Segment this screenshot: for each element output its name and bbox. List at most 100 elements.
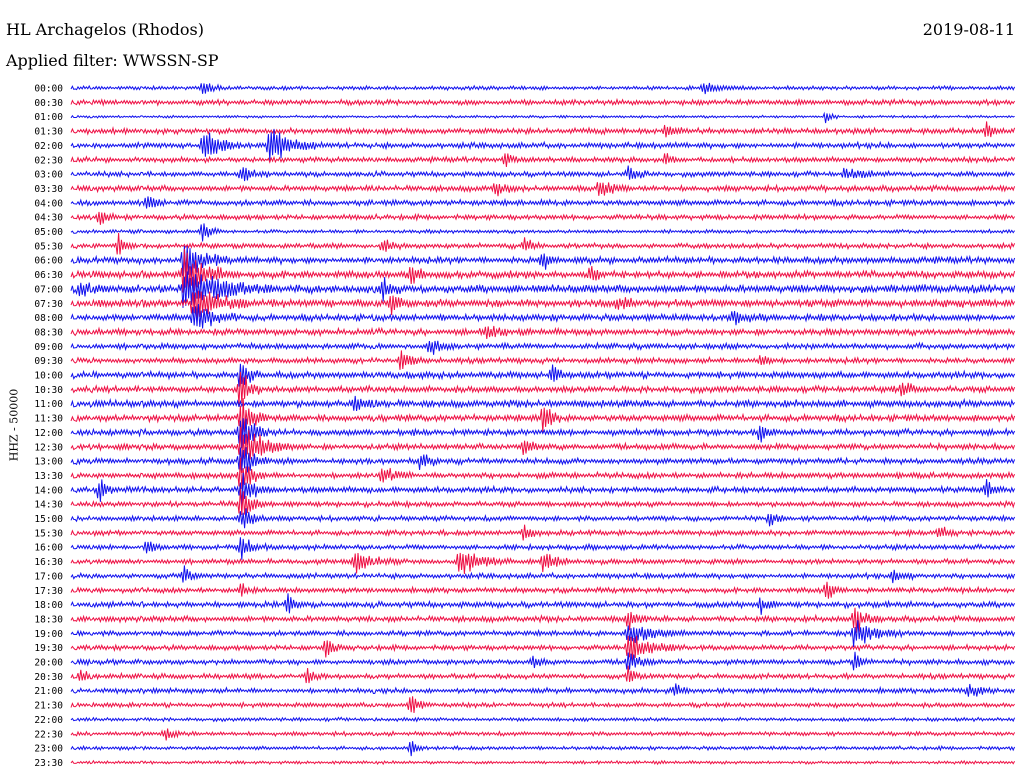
- trace-row: [70, 350, 1016, 370]
- trace-row: [70, 211, 1016, 225]
- trace-row: [70, 457, 1016, 490]
- row-time-label: 19:00: [34, 629, 63, 640]
- row-time-label: 11:00: [34, 399, 63, 410]
- row-time-label: 20:00: [34, 658, 63, 669]
- trace-row: [70, 245, 1016, 277]
- row-time-label: 22:00: [34, 715, 63, 726]
- row-time-label: 08:30: [34, 327, 63, 338]
- row-time-label: 21:00: [34, 686, 63, 697]
- row-time-label: 01:30: [34, 127, 63, 138]
- trace-row: [70, 683, 1016, 697]
- row-time-label: 14:00: [34, 485, 63, 496]
- date-label: 2019-08-11: [922, 20, 1015, 39]
- trace-row: [70, 665, 1016, 684]
- row-time-label: 03:30: [34, 184, 63, 195]
- trace-row: [70, 524, 1016, 541]
- trace-row: [70, 232, 1016, 255]
- row-time-label: 02:00: [34, 141, 63, 152]
- row-time-label: 04:30: [34, 213, 63, 224]
- trace-row: [70, 508, 1016, 529]
- trace-row: [70, 565, 1016, 584]
- trace-row: [70, 363, 1016, 387]
- trace-row: [70, 153, 1016, 168]
- trace-row: [70, 97, 1016, 107]
- row-time-label: 17:00: [34, 571, 63, 582]
- trace-row: [70, 325, 1016, 340]
- trace-row: [70, 447, 1016, 473]
- row-time-label: 09:30: [34, 356, 63, 367]
- trace-row: [70, 418, 1016, 449]
- row-time-label: 23:00: [34, 744, 63, 755]
- row-time-label: 16:30: [34, 557, 63, 568]
- row-time-label: 05:00: [34, 227, 63, 238]
- trace-row: [70, 427, 1016, 473]
- trace-row: [70, 196, 1016, 209]
- trace-row: [70, 340, 1016, 355]
- trace-row: [70, 371, 1016, 405]
- filter-label: Applied filter: WWSSN-SP: [6, 51, 219, 70]
- trace-row: [70, 121, 1016, 138]
- trace-row: [70, 651, 1016, 671]
- trace-row: [70, 607, 1016, 633]
- trace-row: [70, 716, 1016, 723]
- row-time-label: 18:00: [34, 600, 63, 611]
- row-time-label: 11:30: [34, 414, 63, 425]
- trace-row: [70, 759, 1016, 766]
- trace-row: [70, 248, 1016, 296]
- trace-row: [70, 223, 1016, 242]
- row-time-label: 10:00: [34, 371, 63, 382]
- trace-row: [70, 741, 1016, 757]
- row-time-label: 07:30: [34, 299, 63, 310]
- row-time-label: 06:00: [34, 256, 63, 267]
- row-time-label: 15:00: [34, 514, 63, 525]
- station-title: HL Archagelos (Rhodos): [6, 20, 204, 39]
- trace-row: [70, 620, 1016, 648]
- trace-row: [70, 472, 1016, 507]
- row-time-label: 00:30: [34, 98, 63, 109]
- trace-row: [70, 581, 1016, 599]
- trace-row: [70, 488, 1016, 516]
- row-time-label: 00:00: [34, 84, 63, 95]
- row-time-label: 03:00: [34, 170, 63, 181]
- trace-row: [70, 395, 1016, 411]
- row-time-label: 01:00: [34, 112, 63, 123]
- trace-row: [70, 182, 1016, 197]
- trace-row: [70, 165, 1015, 182]
- trace-row: [70, 303, 1016, 329]
- trace-row: [70, 128, 1016, 161]
- trace-row: [70, 537, 1016, 560]
- trace-row: [70, 696, 1016, 714]
- row-time-label: 04:00: [34, 198, 63, 209]
- row-time-label: 02:30: [34, 155, 63, 166]
- row-time-label: 13:30: [34, 471, 63, 482]
- row-time-label: 10:30: [34, 385, 63, 396]
- row-time-label: 14:30: [34, 500, 63, 511]
- row-time-label: 12:30: [34, 442, 63, 453]
- trace-row: [70, 111, 1015, 124]
- row-time-label: 20:30: [34, 672, 63, 683]
- trace-row: [70, 290, 1016, 320]
- trace-row: [70, 552, 1016, 575]
- row-time-label: 07:00: [34, 284, 63, 295]
- trace-row: [70, 271, 1016, 308]
- row-time-label: 06:30: [34, 270, 63, 281]
- row-time-label: 15:30: [34, 528, 63, 539]
- row-time-label: 08:00: [34, 313, 63, 324]
- row-time-label: 13:00: [34, 457, 63, 468]
- row-time-label: 22:30: [34, 729, 63, 740]
- trace-row: [70, 398, 1016, 445]
- row-time-label: 16:00: [34, 543, 63, 554]
- row-time-label: 18:30: [34, 614, 63, 625]
- row-time-label: 21:30: [34, 701, 63, 712]
- row-time-label: 09:00: [34, 342, 63, 353]
- row-time-label: 23:30: [34, 758, 63, 769]
- trace-row: [70, 82, 1016, 95]
- row-time-label: 05:30: [34, 241, 63, 252]
- trace-row: [70, 635, 1016, 662]
- trace-row: [70, 593, 1016, 615]
- row-time-label: 19:30: [34, 643, 63, 654]
- row-time-label: 12:00: [34, 428, 63, 439]
- trace-row: [70, 728, 1016, 741]
- row-time-label: 17:30: [34, 586, 63, 597]
